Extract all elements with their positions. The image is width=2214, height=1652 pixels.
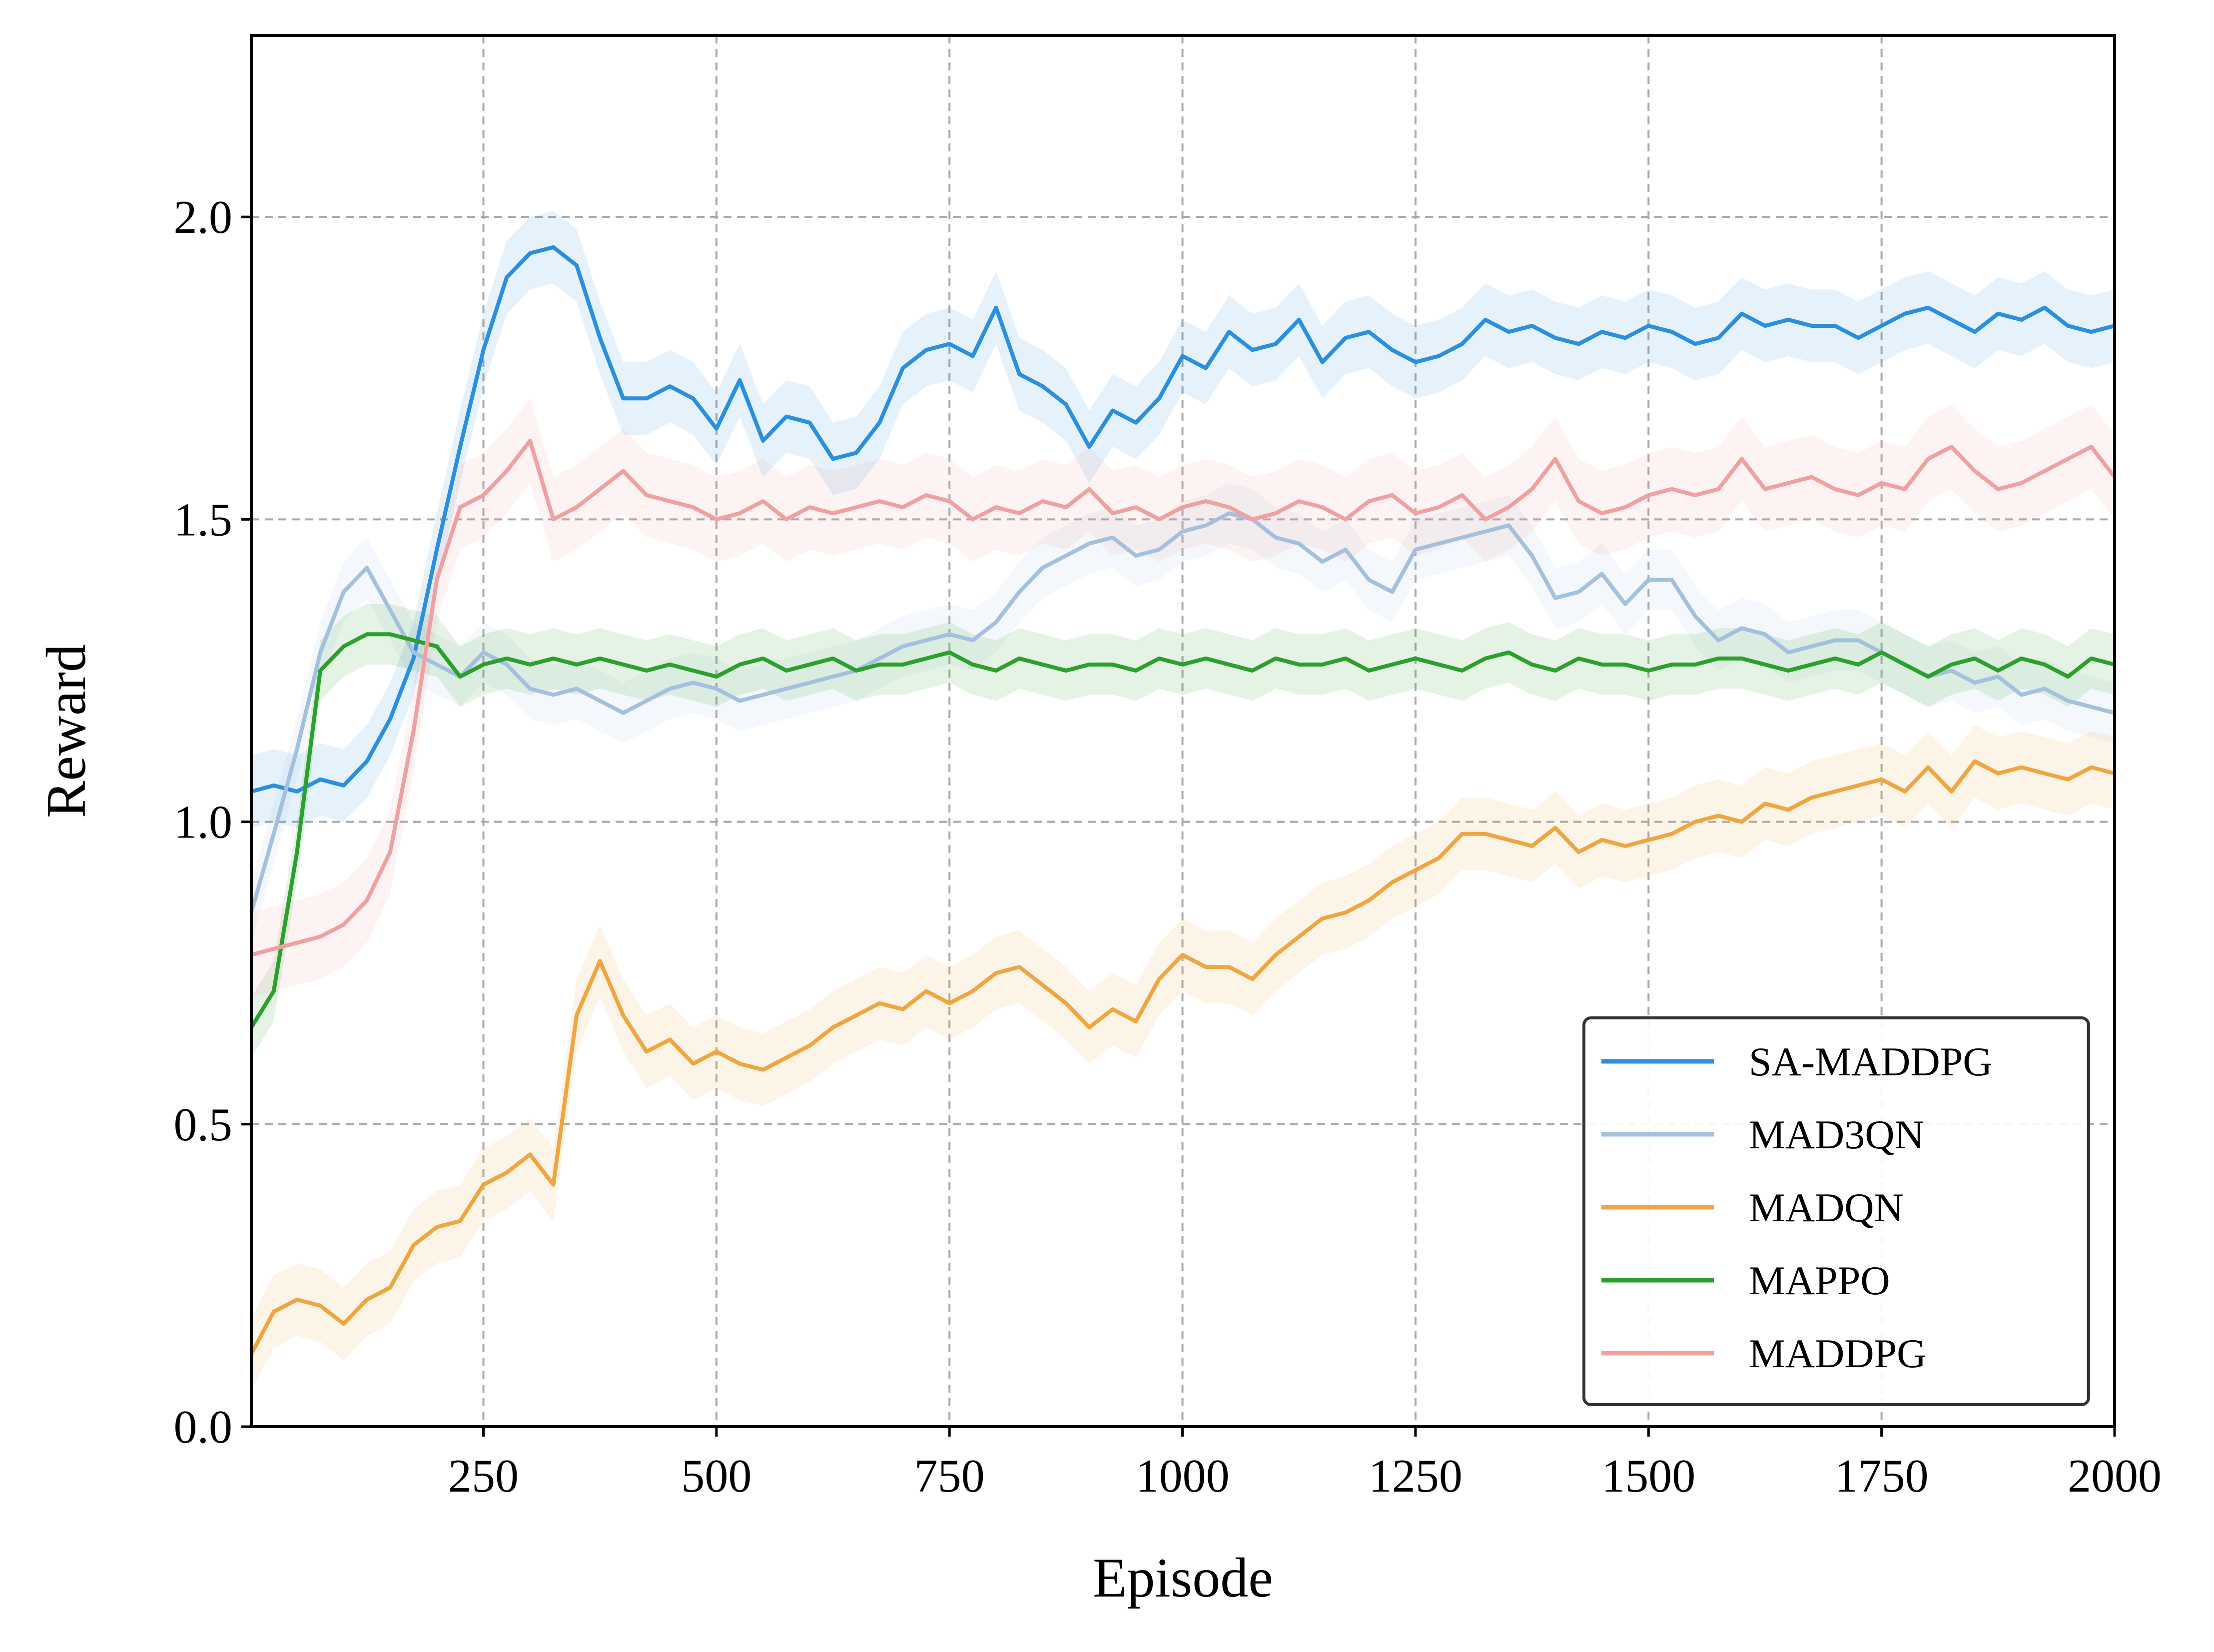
legend-label: MADQN bbox=[1749, 1185, 1904, 1230]
y-tick-label: 1.5 bbox=[174, 494, 233, 546]
series-line-sa-maddpg bbox=[250, 245, 2116, 794]
x-tick-label: 1000 bbox=[1136, 1450, 1230, 1502]
series-line-mad3qn bbox=[249, 511, 2116, 913]
x-tick-label: 1250 bbox=[1369, 1450, 1463, 1502]
series-band-sa-maddpg bbox=[251, 211, 2115, 828]
legend-label: SA-MADDPG bbox=[1749, 1039, 1993, 1084]
y-tick-label: 2.0 bbox=[174, 191, 233, 243]
series-band-maddpg bbox=[251, 398, 2115, 997]
x-tick-label: 750 bbox=[914, 1450, 985, 1502]
x-tick-label: 2000 bbox=[2068, 1450, 2162, 1502]
y-tick-label: 1.0 bbox=[174, 797, 233, 848]
x-tick-label: 1500 bbox=[1601, 1450, 1695, 1502]
legend-label: MAD3QN bbox=[1749, 1112, 1924, 1157]
series-line-madqn bbox=[249, 759, 2116, 1355]
legend-box bbox=[1582, 1016, 2090, 1406]
legend-label: MAPPO bbox=[1749, 1258, 1890, 1303]
y-axis-ticks: 0.0 0.5 1.0 1.5 2.0 bbox=[174, 191, 251, 1453]
x-tick-label: 500 bbox=[681, 1450, 751, 1502]
series-line-mappo bbox=[249, 632, 2116, 1029]
legend-label: MADDPG bbox=[1749, 1331, 1926, 1376]
y-axis-label: Reward bbox=[35, 644, 97, 818]
x-axis-label: Episode bbox=[1093, 1547, 1273, 1609]
x-axis-ticks: 250 500 750 1000 1250 1500 1750 2000 bbox=[448, 1427, 2162, 1502]
legend: SA-MADDPG MAD3QN MADQN MAPPO MADDPG bbox=[1582, 1016, 2090, 1406]
x-tick-label: 250 bbox=[448, 1450, 519, 1502]
x-tick-label: 1750 bbox=[1835, 1450, 1929, 1502]
series-line-maddpg bbox=[250, 439, 2117, 957]
series-band-mad3qn bbox=[251, 483, 2115, 943]
y-tick-label: 0.0 bbox=[174, 1401, 233, 1453]
series-band-madqn bbox=[251, 725, 2115, 1391]
y-tick-label: 0.5 bbox=[174, 1099, 233, 1151]
series-lines bbox=[249, 245, 2117, 1355]
